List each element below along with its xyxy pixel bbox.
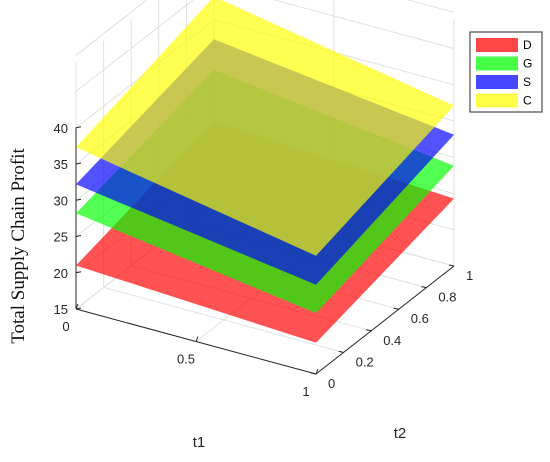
profit-axis-label: Total Supply Chain Profit bbox=[8, 148, 29, 344]
z-tick-label: 25 bbox=[54, 230, 68, 245]
t2-tick-label: 0.2 bbox=[356, 354, 374, 369]
z-tick-label: 40 bbox=[54, 121, 68, 136]
t2-tick-mark bbox=[448, 264, 455, 267]
z-tick-label: 35 bbox=[54, 157, 68, 172]
floor-gridline bbox=[103, 286, 344, 353]
z-tick-mark bbox=[75, 126, 82, 129]
t2-tick-label: 0 bbox=[328, 376, 335, 391]
legend-swatch-S bbox=[476, 75, 518, 89]
z-tick-mark bbox=[75, 307, 82, 310]
tick-labels: 15 20 25 30 35 40 0 0.5 1 0 0.2 0.4 0.6 0.8 1 bbox=[54, 121, 474, 399]
legend-swatch-C bbox=[476, 93, 518, 108]
z-gridline bbox=[75, 0, 455, 92]
t2-tick-label: 0.8 bbox=[438, 290, 456, 305]
z-tick-mark bbox=[75, 271, 82, 274]
t1-tick-label: 0.5 bbox=[177, 352, 195, 367]
legend-swatch-G bbox=[476, 56, 518, 71]
t2-axis-label: t2 bbox=[394, 425, 407, 442]
z-gridline bbox=[75, 0, 455, 56]
t2-tick-label: 0.4 bbox=[383, 333, 401, 348]
legend-label-G: G bbox=[523, 57, 532, 71]
axes bbox=[75, 126, 455, 375]
legend-label-C: C bbox=[523, 94, 532, 108]
t2-tick-label: 1 bbox=[466, 268, 473, 283]
t2-tick-mark bbox=[421, 286, 427, 289]
t2-tick-mark bbox=[338, 350, 344, 353]
t1-tick-mark bbox=[315, 368, 319, 375]
legend-swatch-D bbox=[476, 38, 518, 52]
t2-axis-line bbox=[315, 265, 455, 375]
t1-tick-label: 1 bbox=[302, 384, 309, 399]
z-tick-label: 15 bbox=[54, 302, 68, 317]
legend-label-S: S bbox=[523, 75, 531, 89]
t2-tick-mark bbox=[366, 329, 372, 332]
surfaces bbox=[76, 0, 454, 343]
surface-C bbox=[76, 0, 454, 256]
t2-tick-mark bbox=[393, 307, 399, 310]
t1-tick-mark bbox=[75, 303, 79, 310]
t1-axis-label: t1 bbox=[193, 434, 206, 451]
z-tick-mark bbox=[75, 235, 82, 237]
z-tick-label: 30 bbox=[54, 193, 68, 208]
t1-tick-label: 0 bbox=[62, 319, 69, 334]
z-tick-mark bbox=[75, 198, 82, 201]
legend-label-D: D bbox=[523, 38, 532, 52]
t1-tick-mark bbox=[195, 336, 199, 342]
t2-tick-label: 0.6 bbox=[411, 311, 429, 326]
z-tick-mark bbox=[75, 162, 82, 165]
z-tick-label: 20 bbox=[54, 266, 68, 281]
t2-tick-mark bbox=[310, 372, 317, 375]
